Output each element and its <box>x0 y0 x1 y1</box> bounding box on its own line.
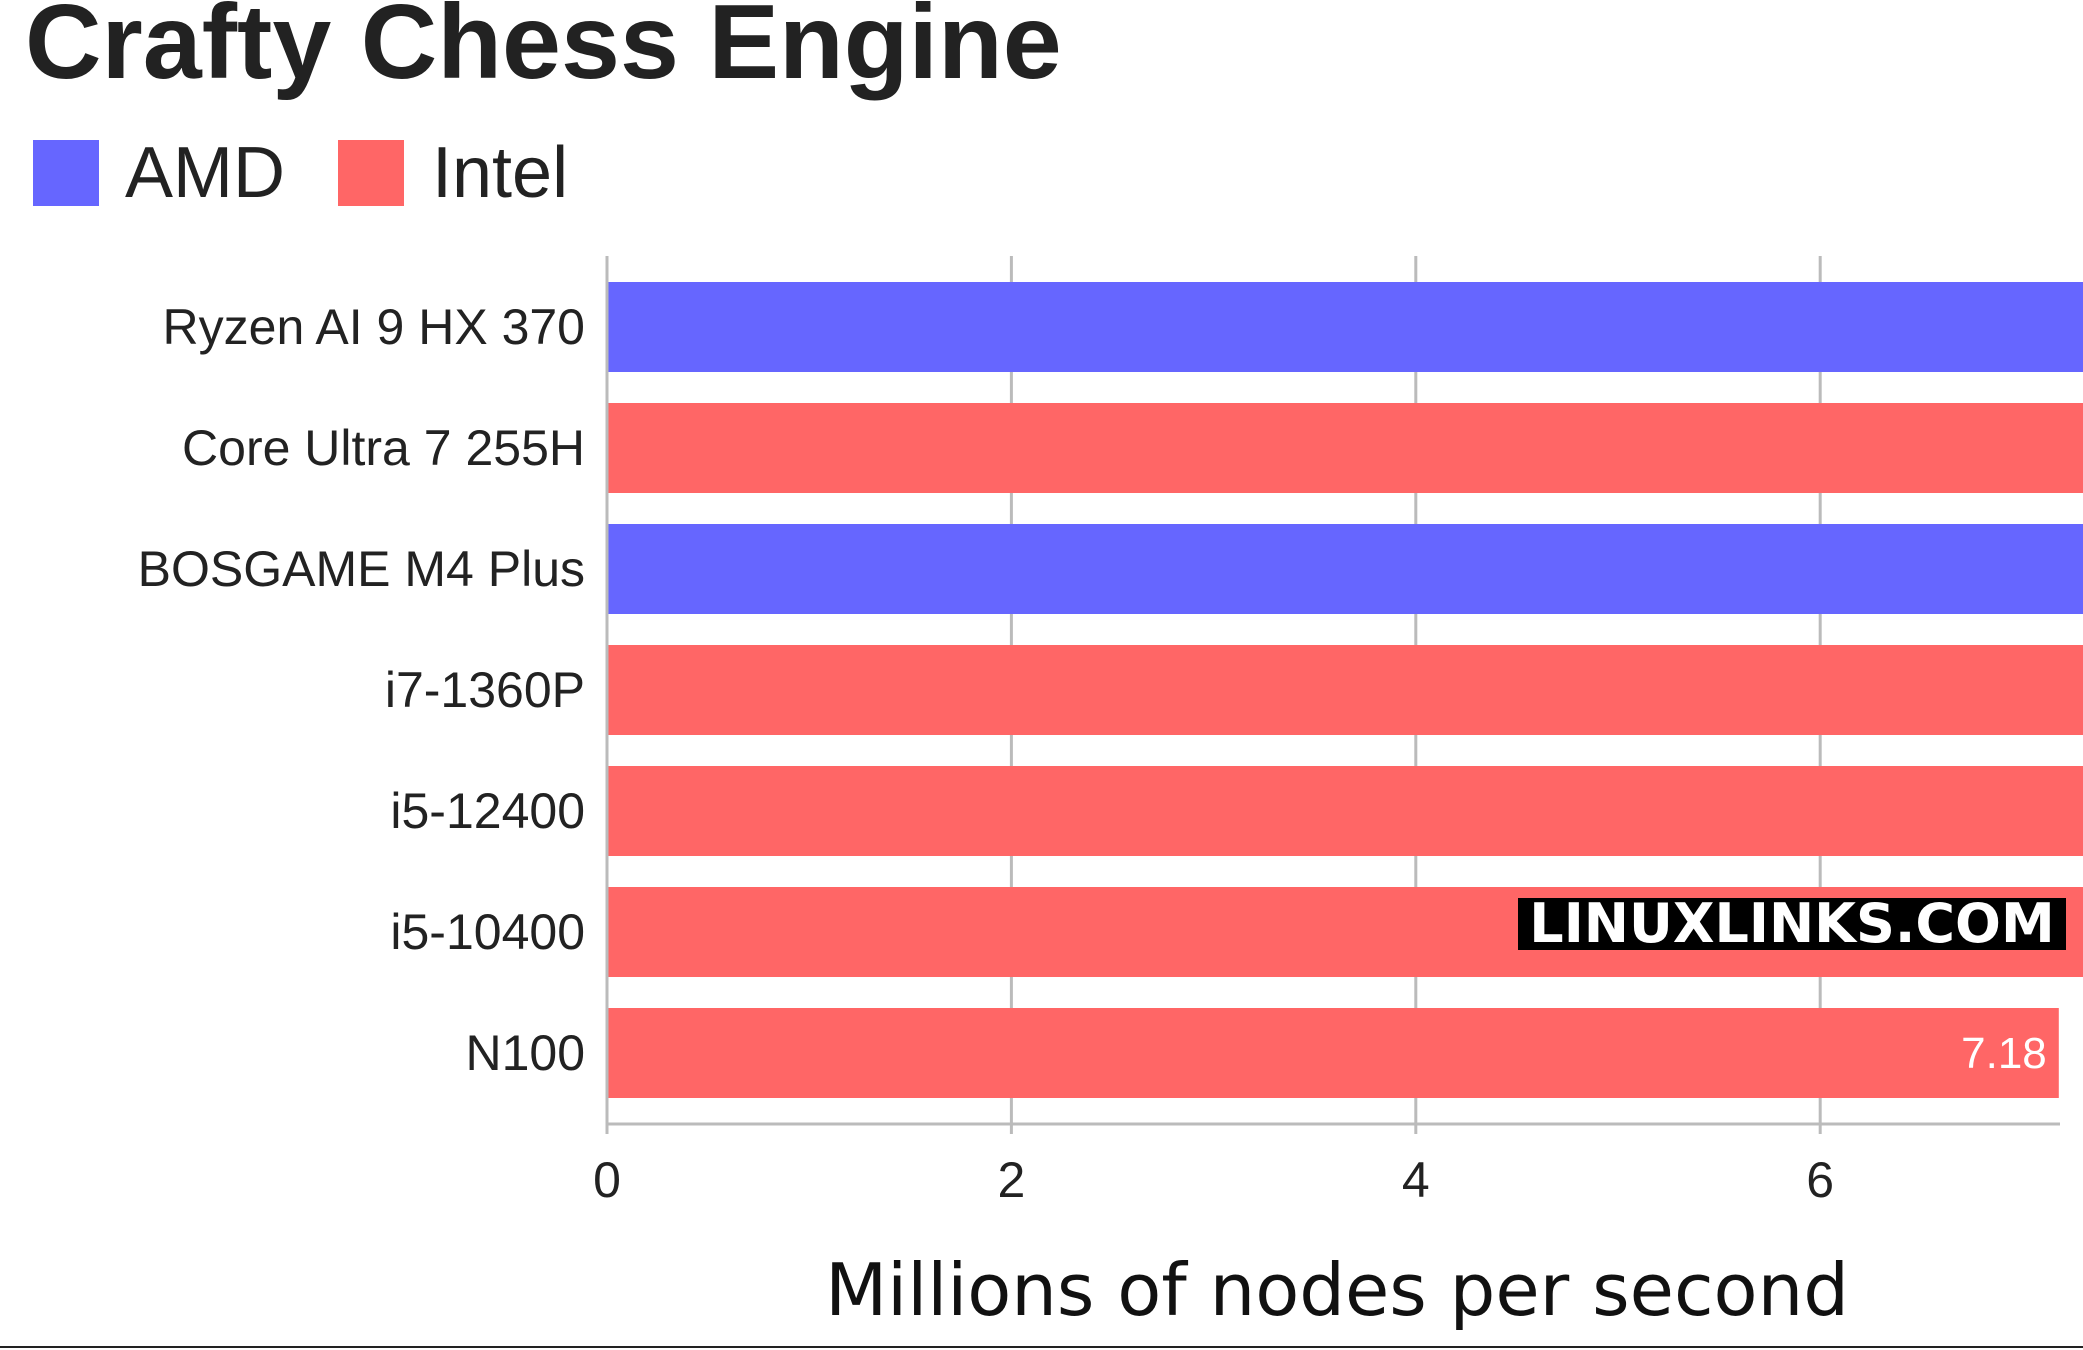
bar <box>607 645 2083 735</box>
bar <box>607 524 2083 614</box>
bar <box>607 403 2083 493</box>
category-label: i5-12400 <box>390 783 585 839</box>
x-tick-label: 0 <box>593 1152 621 1208</box>
bar-value-label: 7.18 <box>1961 1029 2047 1078</box>
x-tick-labels: 02468101214 <box>593 1152 1834 1208</box>
legend-swatch-amd <box>33 140 99 206</box>
legend-swatch-intel <box>338 140 404 206</box>
category-label: Ryzen AI 9 HX 370 <box>163 299 585 355</box>
legend: AMD Intel <box>33 133 568 213</box>
category-label: i5-10400 <box>390 904 585 960</box>
category-label: BOSGAME M4 Plus <box>138 541 585 597</box>
bar <box>607 766 2083 856</box>
bar <box>607 282 2083 372</box>
bars: 14.2814.2613.8412.6310.137.987.18 <box>607 282 2083 1098</box>
legend-label-amd: AMD <box>125 133 285 213</box>
legend-label-intel: Intel <box>432 133 568 213</box>
category-label: Core Ultra 7 255H <box>182 420 585 476</box>
chart-title: Crafty Chess Engine <box>25 0 1062 101</box>
bar <box>607 1008 2059 1098</box>
category-label: N100 <box>465 1025 585 1081</box>
watermark-text: LINUXLINKS.COM <box>1529 892 2054 955</box>
x-tick-label: 6 <box>1806 1152 1834 1208</box>
watermark: LINUXLINKS.COM <box>1518 892 2066 955</box>
x-tick-label: 2 <box>997 1152 1025 1208</box>
axes <box>605 256 2060 1134</box>
category-label: i7-1360P <box>385 662 585 718</box>
category-labels: Ryzen AI 9 HX 370 Core Ultra 7 255H BOSGAM… <box>138 299 585 1081</box>
x-tick-label: 4 <box>1402 1152 1430 1208</box>
x-axis-label: Millions of nodes per second <box>825 1248 1849 1332</box>
